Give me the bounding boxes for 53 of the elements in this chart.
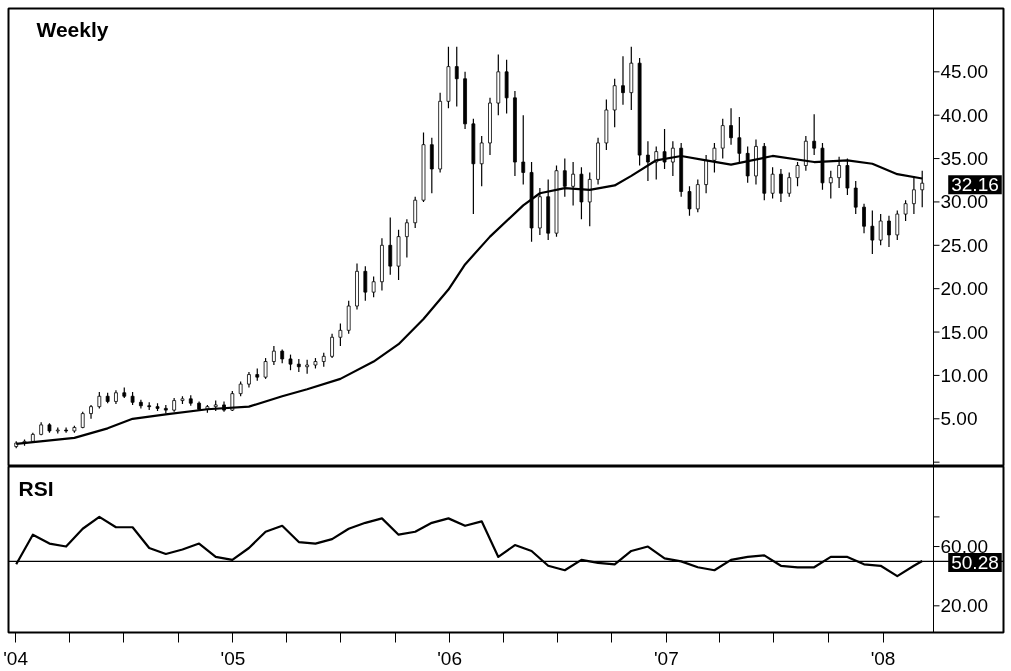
annotation: 32.16 [951,174,999,196]
candlestick [795,161,800,187]
y-tick-label: 20.00 [940,278,989,300]
candlestick [870,210,875,255]
candlestick [338,322,343,347]
candlestick [562,157,567,198]
candlestick [305,359,310,375]
x-tick-label: '08 [870,647,896,669]
candlestick [720,118,725,160]
candlestick [571,161,575,207]
candlestick [521,114,526,186]
chart-title: Weekly [36,17,109,41]
text: RSI [18,476,54,500]
candlestick [587,171,592,227]
candlestick [413,196,418,229]
candlestick [853,180,858,215]
candlestick [912,175,916,215]
candlestick [729,107,733,146]
candlestick [479,135,484,187]
candlestick [887,215,891,248]
candlestick [828,170,833,200]
candlestick [272,345,276,366]
candlestick [895,210,900,241]
y-tick-label: 25.00 [940,234,989,256]
candlestick [862,203,866,234]
candlestick [363,265,368,302]
x-tick-label: '06 [437,647,463,669]
x-tick-label: '04 [3,647,29,669]
candlestick [371,275,376,298]
candlestick [405,218,409,259]
candlestick [330,333,334,359]
candlestick [770,166,775,200]
candlestick [779,168,783,203]
y-tick-label: 45.00 [940,61,989,83]
y-tick-label: 15.00 [940,321,989,343]
candlestick [621,55,625,106]
candlestick [263,357,268,380]
x-tick-label: '07 [653,647,679,669]
y-tick-label: 20.00 [940,595,989,617]
candlestick [454,46,459,108]
candlestick [903,199,908,222]
candlestick [230,390,235,412]
y-tick-label: 5.00 [940,408,978,430]
candlestick [687,185,692,217]
candlestick [388,216,393,276]
x-tick-label: '05 [220,647,246,669]
y-tick-label: 10.00 [940,364,989,386]
y-tick-label: 35.00 [940,148,989,170]
candlestick [787,171,792,198]
candlestick [812,113,817,156]
candlestick [64,426,68,434]
candlestick [878,213,883,246]
y-tick-label: 40.00 [940,104,989,126]
